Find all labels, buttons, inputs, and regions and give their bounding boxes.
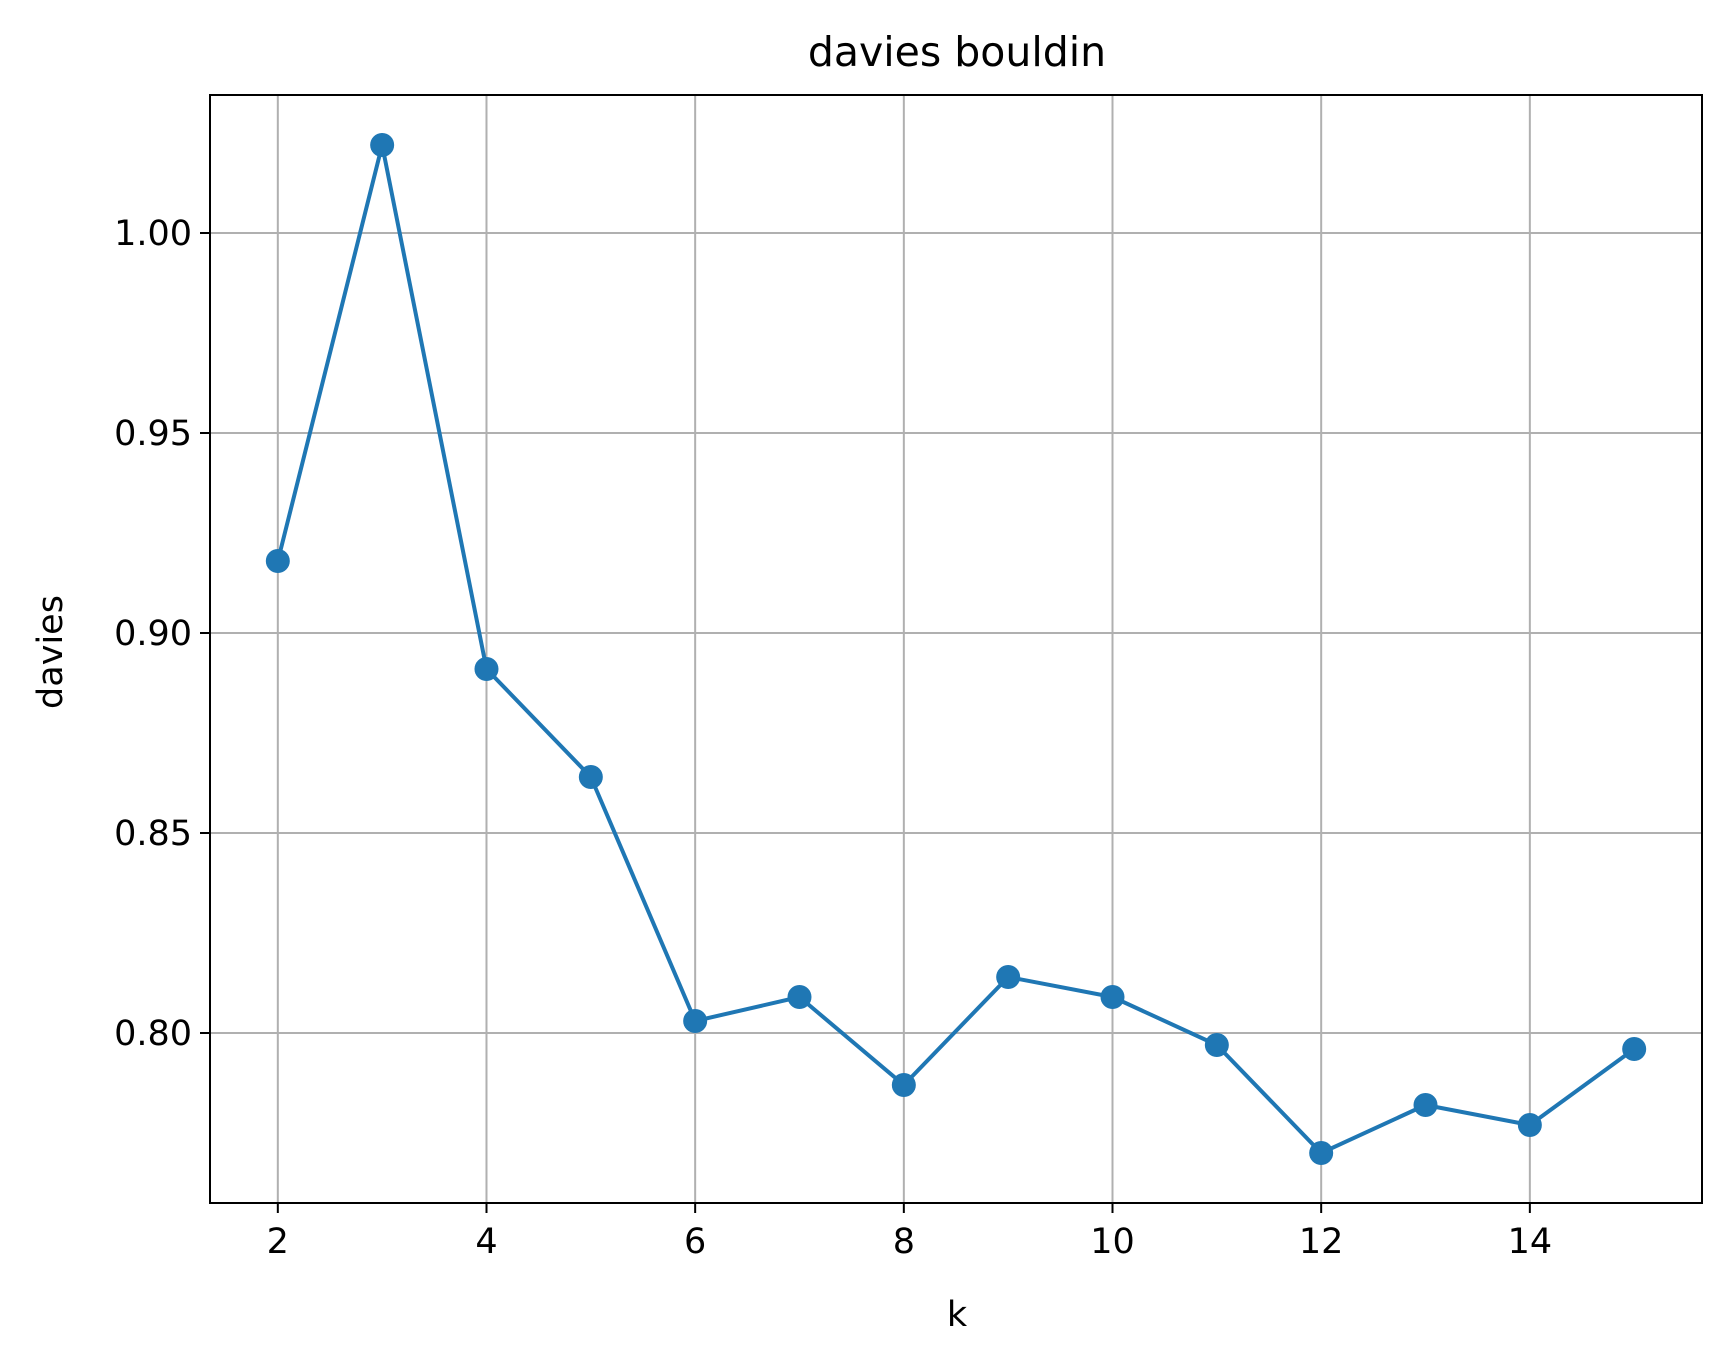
x-tick-label: 8 bbox=[893, 1222, 915, 1262]
data-point bbox=[1622, 1037, 1647, 1061]
ticks: 2 4 6 8 10 12 14 0.80 0.85 0.90 0.95 1.00 bbox=[114, 214, 1552, 1262]
x-tick-label: 6 bbox=[684, 1222, 706, 1262]
data-point bbox=[1100, 985, 1125, 1009]
data-point bbox=[370, 133, 395, 157]
chart-title: davies bouldin bbox=[808, 28, 1106, 76]
y-tick-label: 0.85 bbox=[114, 814, 192, 854]
data-point bbox=[996, 965, 1021, 989]
data-point bbox=[1413, 1093, 1438, 1117]
data-point bbox=[1517, 1113, 1542, 1137]
y-tick-label: 1.00 bbox=[114, 214, 192, 254]
data-point bbox=[787, 985, 812, 1009]
x-tick-label: 4 bbox=[475, 1222, 497, 1262]
y-axis-label: davies bbox=[31, 595, 71, 709]
data-point bbox=[474, 657, 499, 681]
series-layer bbox=[265, 133, 1647, 1165]
grid bbox=[210, 95, 1702, 1203]
y-tick-label: 0.90 bbox=[114, 614, 192, 654]
data-point bbox=[265, 549, 290, 573]
x-tick-label: 14 bbox=[1508, 1222, 1553, 1262]
y-tick-label: 0.80 bbox=[114, 1014, 192, 1054]
x-tick-label: 2 bbox=[267, 1222, 289, 1262]
data-point bbox=[683, 1009, 708, 1033]
data-point bbox=[578, 765, 603, 789]
x-tick-label: 10 bbox=[1090, 1222, 1135, 1262]
data-point bbox=[1204, 1033, 1229, 1057]
series-line bbox=[275, 143, 1636, 1155]
data-point bbox=[1309, 1141, 1334, 1165]
x-tick-label: 12 bbox=[1299, 1222, 1344, 1262]
x-axis-label: k bbox=[947, 1295, 968, 1335]
y-tick-label: 0.95 bbox=[114, 414, 192, 454]
data-point bbox=[891, 1073, 916, 1097]
plot-frame bbox=[209, 94, 1703, 1204]
